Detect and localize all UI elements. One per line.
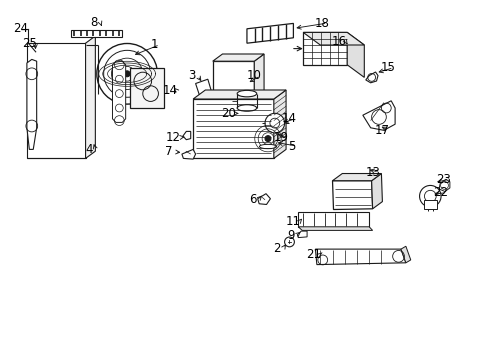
Text: 21: 21: [306, 248, 321, 261]
Text: 20: 20: [221, 107, 235, 120]
Text: 24: 24: [14, 22, 28, 35]
Text: 25: 25: [22, 37, 37, 50]
Polygon shape: [193, 90, 285, 99]
Polygon shape: [297, 231, 306, 238]
Polygon shape: [438, 179, 449, 192]
Text: 5: 5: [287, 140, 295, 153]
Ellipse shape: [237, 90, 256, 97]
Text: 14: 14: [163, 84, 177, 96]
Text: 4: 4: [85, 143, 93, 156]
Polygon shape: [193, 99, 273, 158]
Text: 8: 8: [90, 16, 98, 29]
Circle shape: [97, 44, 157, 104]
Polygon shape: [212, 54, 264, 61]
Text: 10: 10: [246, 69, 261, 82]
Polygon shape: [303, 32, 346, 65]
Polygon shape: [400, 246, 410, 263]
Polygon shape: [298, 227, 372, 230]
Text: 17: 17: [374, 124, 389, 137]
Circle shape: [284, 237, 294, 247]
Polygon shape: [27, 43, 85, 158]
Polygon shape: [85, 36, 95, 158]
Polygon shape: [71, 30, 122, 37]
Text: 15: 15: [380, 61, 394, 74]
Circle shape: [124, 71, 130, 77]
Text: 6: 6: [248, 193, 256, 206]
Polygon shape: [273, 90, 285, 158]
Ellipse shape: [259, 144, 276, 149]
Polygon shape: [183, 131, 190, 140]
Polygon shape: [129, 68, 163, 108]
Polygon shape: [257, 194, 270, 204]
Text: 22: 22: [433, 186, 447, 199]
Polygon shape: [315, 249, 405, 265]
Circle shape: [419, 185, 440, 207]
Polygon shape: [362, 101, 394, 130]
Text: 14: 14: [281, 112, 296, 125]
Polygon shape: [365, 72, 377, 83]
Polygon shape: [246, 23, 293, 43]
Text: 16: 16: [331, 35, 346, 48]
Text: 23: 23: [435, 173, 450, 186]
Text: 18: 18: [314, 17, 328, 30]
Text: 9: 9: [286, 229, 294, 242]
Text: 2: 2: [273, 242, 281, 255]
Circle shape: [264, 113, 284, 133]
Polygon shape: [303, 32, 364, 45]
Polygon shape: [182, 149, 195, 159]
Polygon shape: [371, 174, 382, 209]
Polygon shape: [254, 54, 264, 101]
Text: 11: 11: [285, 215, 300, 228]
Polygon shape: [195, 79, 211, 95]
Polygon shape: [346, 32, 364, 77]
Text: 7: 7: [164, 145, 172, 158]
Polygon shape: [424, 200, 436, 209]
Polygon shape: [332, 181, 372, 210]
Polygon shape: [332, 174, 381, 181]
Text: 12: 12: [166, 131, 181, 144]
Polygon shape: [212, 61, 254, 101]
Text: 19: 19: [273, 131, 288, 144]
Polygon shape: [112, 61, 125, 122]
Polygon shape: [298, 212, 368, 227]
Text: 13: 13: [365, 166, 380, 179]
Text: 1: 1: [150, 38, 158, 51]
Text: 3: 3: [187, 69, 195, 82]
Polygon shape: [27, 59, 37, 149]
Ellipse shape: [237, 105, 256, 111]
Circle shape: [264, 136, 270, 141]
